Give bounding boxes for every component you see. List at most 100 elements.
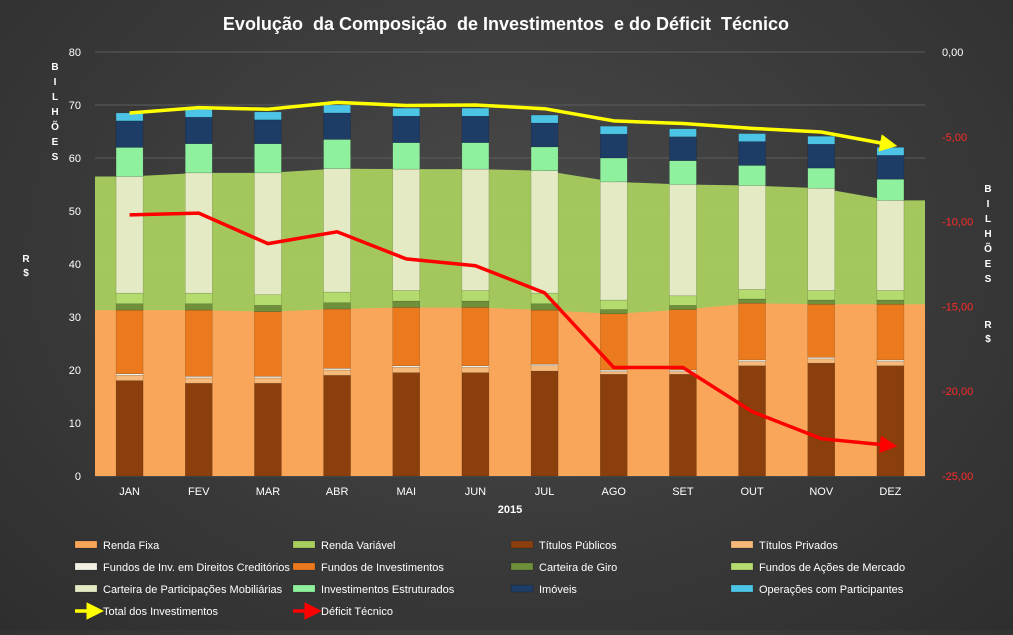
bar-fundos-de-acoes-de-mercado xyxy=(254,294,282,306)
bar-operacoes-com-participantes xyxy=(807,136,835,145)
bar-titulos-privados xyxy=(461,367,490,373)
bar-titulos-publicos xyxy=(600,373,628,477)
x-tick-label: JAN xyxy=(119,486,140,498)
y-left-title: I xyxy=(54,77,57,88)
legend-label: Renda Fixa xyxy=(103,540,160,552)
legend-label: Operações com Participantes xyxy=(759,584,904,596)
y-right-tick-label: -20,00 xyxy=(942,386,973,398)
bar-titulos-privados xyxy=(530,365,559,372)
bar-fundos-de-acoes-de-mercado xyxy=(323,291,351,303)
bar-fundos-de-investimentos xyxy=(669,309,697,371)
legend-swatch xyxy=(730,540,754,549)
legend-swatch xyxy=(74,562,98,571)
bar-titulos-privados xyxy=(600,371,628,375)
bar-operacoes-com-participantes xyxy=(461,107,490,117)
bar-carteira-de-giro xyxy=(807,299,835,305)
y-left-tick-label: 0 xyxy=(75,471,81,483)
bar-fundos-de-investimentos xyxy=(530,309,559,365)
y-right-title: B xyxy=(984,184,991,195)
y-right-title: Õ xyxy=(984,242,992,255)
bar-fundos-de-investimentos xyxy=(807,304,835,358)
x-tick-label: OUT xyxy=(740,486,764,498)
y-left-unit: $ xyxy=(23,268,29,279)
legend-swatch xyxy=(292,584,316,593)
bar-fundos-de-acoes-de-mercado xyxy=(461,290,490,302)
bar-operacoes-com-participantes xyxy=(254,111,282,121)
bar-investimentos-estruturados xyxy=(876,178,905,201)
line-deficit-tecnico xyxy=(129,211,898,454)
legend-label: Títulos Públicos xyxy=(539,540,617,552)
bar-imoveis xyxy=(392,115,420,143)
legend-label: Carteira de Giro xyxy=(539,562,617,574)
bar-carteira-de-giro xyxy=(323,302,351,310)
y-right-tick-label: -15,00 xyxy=(942,301,973,313)
bar-imoveis xyxy=(115,120,144,148)
y-left-tick-label: 20 xyxy=(69,365,81,377)
bar-carteira-de-participacoes-mobiliarias xyxy=(254,172,282,295)
y-right-tick-label: -10,00 xyxy=(942,217,973,229)
bar-carteira-de-participacoes-mobiliarias xyxy=(738,185,766,290)
bar-carteira-de-participacoes-mobiliarias xyxy=(807,187,835,291)
bar-fundos-de-investimentos xyxy=(392,307,420,367)
y-right-unit: R xyxy=(984,320,992,331)
bar-investimentos-estruturados xyxy=(807,167,835,189)
bar-fundos-de-investimentos xyxy=(254,311,282,377)
bar-carteira-de-giro xyxy=(738,298,766,304)
y-left-tick-label: 60 xyxy=(69,153,81,165)
bar-imoveis xyxy=(807,143,835,169)
bar-operacoes-com-participantes xyxy=(185,108,213,118)
bar-carteira-de-participacoes-mobiliarias xyxy=(185,172,213,294)
x-tick-label: AGO xyxy=(602,486,627,498)
y-right-title: H xyxy=(984,229,991,240)
legend-label: Déficit Técnico xyxy=(321,606,393,618)
bar-titulos-privados xyxy=(115,375,144,381)
bar-carteira-de-giro xyxy=(115,303,144,311)
bar-fundos-de-acoes-de-mercado xyxy=(876,290,905,301)
bar-titulos-publicos xyxy=(254,383,282,477)
y-right-title: I xyxy=(987,199,990,210)
y-left-tick-label: 50 xyxy=(69,206,81,218)
x-axis-title: 2015 xyxy=(498,504,522,516)
bar-operacoes-com-participantes xyxy=(876,147,905,156)
bar-imoveis xyxy=(323,112,351,140)
y-right-title: S xyxy=(985,274,992,285)
bar-fundos-de-investimentos xyxy=(185,309,213,377)
bar-investimentos-estruturados xyxy=(392,142,420,170)
legend: Renda Fixa Renda Variável Títulos Públicos… xyxy=(74,540,905,620)
line-series xyxy=(129,100,898,454)
legend-label: Total dos Investimentos xyxy=(103,606,218,618)
bar-investimentos-estruturados xyxy=(530,146,559,171)
bar-investimentos-estruturados xyxy=(600,157,628,183)
bar-imoveis xyxy=(600,133,628,159)
y-left-tick-label: 40 xyxy=(69,259,81,271)
bar-titulos-privados xyxy=(738,361,766,367)
legend-swatch xyxy=(74,584,98,593)
x-tick-label: FEV xyxy=(188,486,210,498)
bar-carteira-de-participacoes-mobiliarias xyxy=(669,184,697,297)
y-right-title: E xyxy=(985,259,992,270)
bar-operacoes-com-participantes xyxy=(600,125,628,135)
bar-fundos-de-inv-em-direitos-creditorios xyxy=(530,363,559,367)
bar-titulos-privados xyxy=(807,358,835,364)
y-left-tick-label: 70 xyxy=(69,100,81,112)
bar-titulos-publicos xyxy=(185,383,213,477)
bar-titulos-publicos xyxy=(115,380,144,477)
bar-investimentos-estruturados xyxy=(115,147,144,177)
stacked-bars xyxy=(115,104,905,477)
bar-fundos-de-acoes-de-mercado xyxy=(600,299,628,310)
bar-carteira-de-participacoes-mobiliarias xyxy=(530,170,559,294)
bar-carteira-de-participacoes-mobiliarias xyxy=(876,200,905,291)
bar-fundos-de-acoes-de-mercado xyxy=(115,292,144,304)
chart-title: Evolução da Composição de Investimentos … xyxy=(223,14,789,34)
bar-carteira-de-giro xyxy=(185,303,213,311)
area-renda-fixa xyxy=(95,303,925,476)
y-left-unit: R xyxy=(22,254,30,265)
y-left-title: H xyxy=(51,107,58,118)
legend-swatch xyxy=(510,540,534,549)
legend-swatch xyxy=(730,562,754,571)
bar-investimentos-estruturados xyxy=(669,160,697,185)
bar-titulos-publicos xyxy=(807,362,835,477)
x-tick-label: SET xyxy=(672,486,694,498)
x-tick-label: JUN xyxy=(465,486,486,498)
